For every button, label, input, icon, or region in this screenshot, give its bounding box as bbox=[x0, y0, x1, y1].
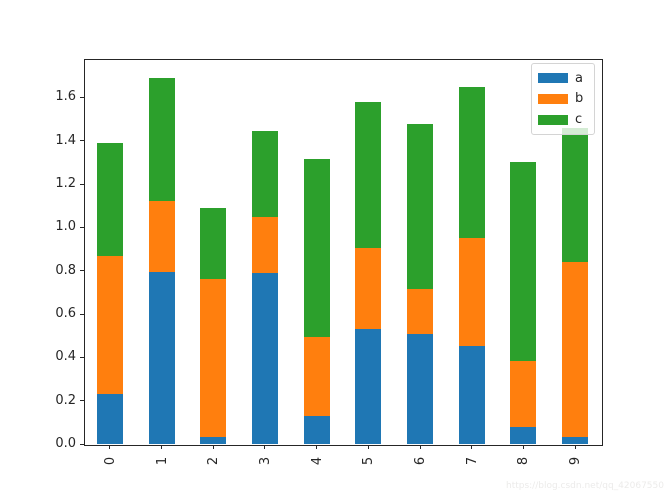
x-tick-mark bbox=[109, 445, 111, 449]
x-tick-mark bbox=[316, 445, 318, 449]
x-tick-label: 6 bbox=[412, 456, 428, 466]
y-tick-mark bbox=[80, 226, 84, 228]
x-tick-mark bbox=[522, 445, 524, 449]
legend-swatch-b bbox=[538, 93, 568, 104]
x-tick-label: 4 bbox=[309, 456, 325, 466]
y-tick-label: 0.4 bbox=[55, 349, 76, 365]
y-tick-mark bbox=[80, 140, 84, 142]
bar-segment-a-3 bbox=[251, 273, 278, 444]
legend-swatch-a bbox=[538, 73, 568, 84]
x-tick-label: 7 bbox=[464, 456, 480, 466]
x-tick-label: 5 bbox=[360, 456, 376, 466]
y-tick-label: 0.0 bbox=[55, 436, 76, 451]
y-tick-label: 1.0 bbox=[55, 219, 76, 235]
y-tick-label: 0.8 bbox=[55, 262, 76, 278]
bar-segment-a-4 bbox=[303, 416, 330, 444]
bar-segment-b-2 bbox=[200, 279, 227, 438]
legend-label-c: c bbox=[575, 112, 583, 128]
bar-segment-c-5 bbox=[355, 101, 382, 249]
bar-segment-b-6 bbox=[407, 288, 434, 334]
x-tick-mark bbox=[419, 445, 421, 449]
bar-segment-c-2 bbox=[200, 207, 227, 280]
x-tick-label: 0 bbox=[102, 456, 118, 466]
x-tick-label: 9 bbox=[567, 456, 583, 466]
y-tick-label: 1.4 bbox=[55, 132, 76, 148]
watermark-text: https://blog.csdn.net/qq_42067550 bbox=[505, 481, 664, 491]
bar-segment-a-5 bbox=[355, 328, 382, 444]
bar-segment-a-6 bbox=[407, 333, 434, 444]
bar-segment-b-5 bbox=[355, 248, 382, 329]
bar-segment-c-3 bbox=[251, 130, 278, 217]
y-tick-mark bbox=[80, 356, 84, 358]
bar-segment-c-4 bbox=[303, 159, 330, 338]
bar-segment-b-0 bbox=[96, 256, 123, 394]
y-tick-mark bbox=[80, 443, 84, 445]
y-tick-mark bbox=[80, 96, 84, 98]
x-tick-label: 1 bbox=[154, 456, 170, 466]
legend-swatch-c bbox=[538, 114, 568, 125]
legend-item-c: c bbox=[538, 113, 588, 126]
y-tick-label: 0.6 bbox=[55, 306, 76, 321]
bar-segment-a-1 bbox=[148, 272, 175, 444]
bar-segment-b-7 bbox=[458, 238, 485, 347]
bar-segment-a-2 bbox=[200, 437, 227, 444]
legend-item-b: b bbox=[538, 92, 588, 105]
x-tick-mark bbox=[471, 445, 473, 449]
x-tick-label: 8 bbox=[515, 456, 531, 466]
x-tick-mark bbox=[264, 445, 266, 449]
legend-item-a: a bbox=[538, 72, 588, 85]
legend-label-b: b bbox=[575, 91, 584, 107]
x-tick-mark bbox=[161, 445, 163, 449]
bar-segment-a-0 bbox=[96, 393, 123, 444]
bar-segment-b-8 bbox=[510, 360, 537, 428]
bar-segment-c-6 bbox=[407, 124, 434, 289]
y-tick-label: 0.2 bbox=[55, 392, 76, 408]
bar-segment-a-8 bbox=[510, 427, 537, 444]
x-tick-mark bbox=[574, 445, 576, 449]
bar-segment-c-7 bbox=[458, 87, 485, 239]
bar-segment-c-9 bbox=[562, 128, 589, 263]
y-tick-label: 1.2 bbox=[55, 176, 76, 191]
y-tick-mark bbox=[80, 400, 84, 402]
x-tick-label: 3 bbox=[257, 456, 273, 466]
x-tick-mark bbox=[212, 445, 214, 449]
x-tick-mark bbox=[367, 445, 369, 449]
bar-segment-b-1 bbox=[148, 200, 175, 273]
bar-segment-c-0 bbox=[96, 142, 123, 257]
x-tick-label: 2 bbox=[205, 456, 221, 466]
y-tick-mark bbox=[80, 270, 84, 272]
bar-segment-b-9 bbox=[562, 262, 589, 438]
y-tick-mark bbox=[80, 183, 84, 185]
bar-segment-a-9 bbox=[562, 437, 589, 444]
bar-segment-b-4 bbox=[303, 337, 330, 417]
legend-label-a: a bbox=[575, 70, 583, 86]
bar-segment-c-8 bbox=[510, 161, 537, 361]
y-tick-mark bbox=[80, 313, 84, 315]
bar-segment-b-3 bbox=[251, 216, 278, 274]
y-tick-label: 1.6 bbox=[55, 89, 76, 105]
bar-segment-a-7 bbox=[458, 346, 485, 444]
bar-segment-c-1 bbox=[148, 78, 175, 201]
